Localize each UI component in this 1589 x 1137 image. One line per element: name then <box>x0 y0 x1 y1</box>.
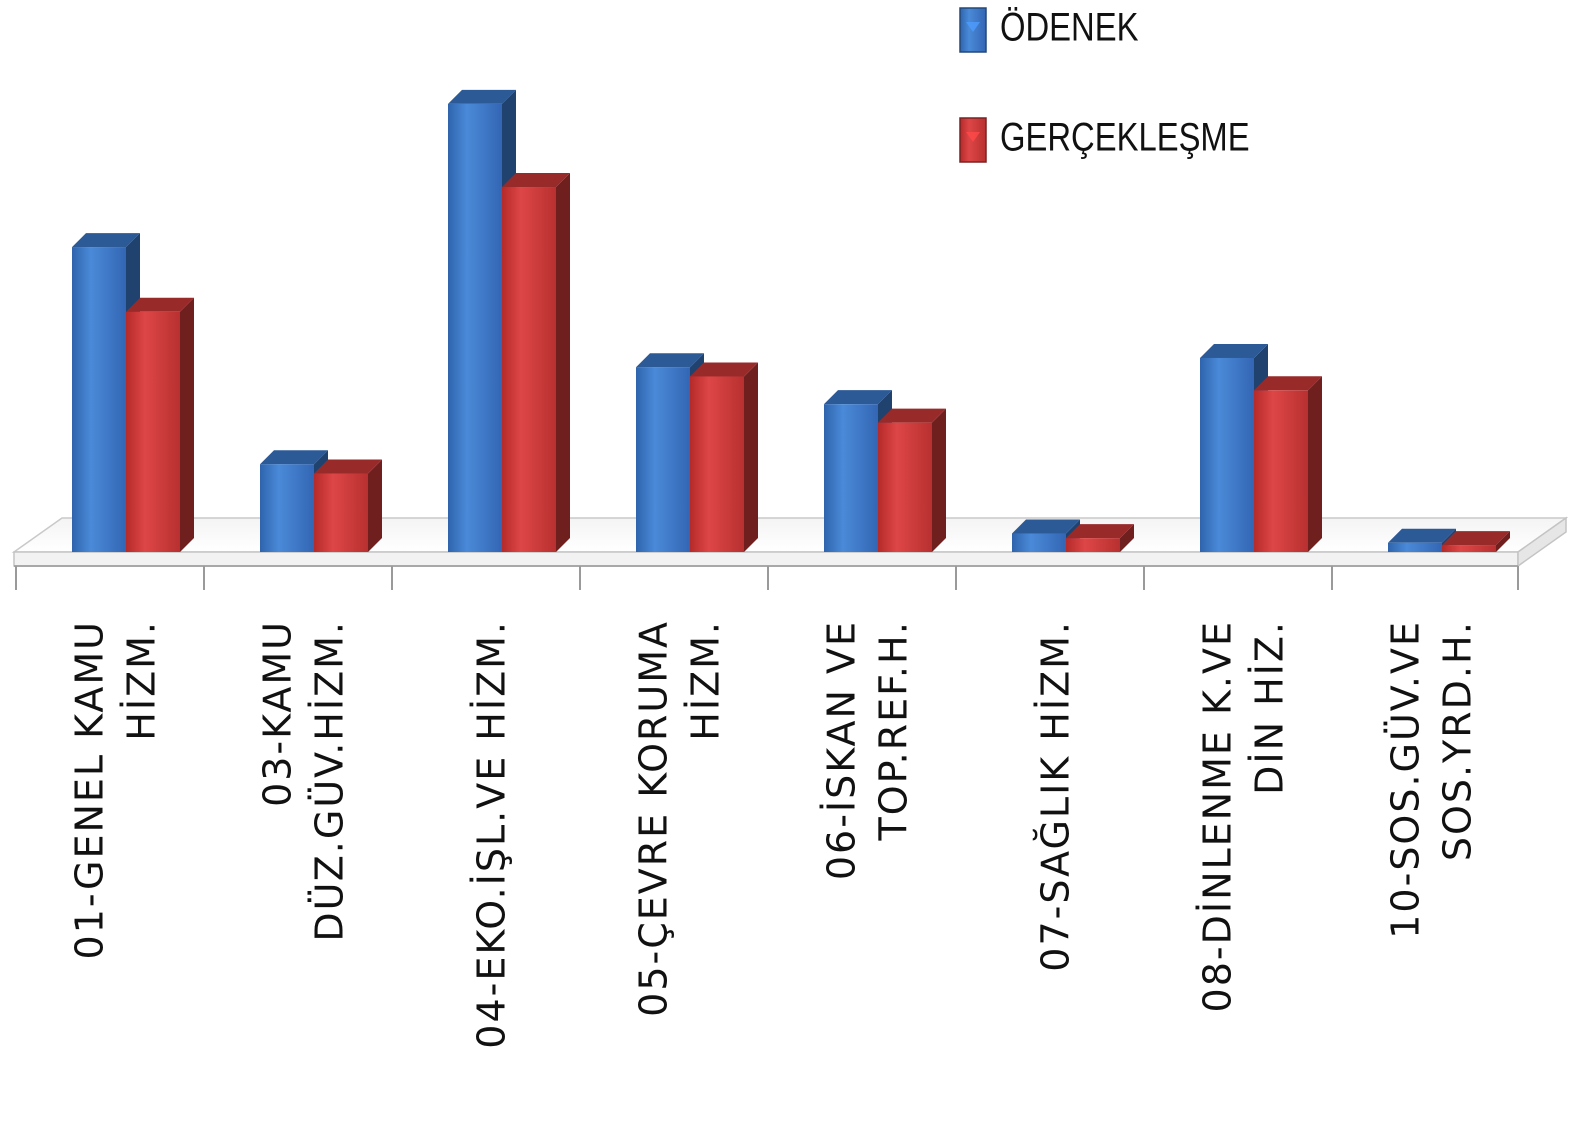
bar-gerceklesme-4 <box>690 362 758 552</box>
bar-top-face <box>72 233 140 248</box>
bar-front-face <box>636 367 690 552</box>
floor-plane <box>11 517 1569 553</box>
bar-gerceklesme-7 <box>1254 376 1322 552</box>
category-label: 10-SOS.GÜV.VE <box>1384 620 1428 939</box>
bar-top-face <box>1200 343 1268 358</box>
legend-label: GERÇEKLEŞME <box>1000 114 1250 159</box>
category-label: 03-KAMU <box>256 620 300 807</box>
bar-front-face <box>72 247 126 552</box>
category-label: DÜZ.GÜV.HİZM. <box>308 620 352 942</box>
bar-front-face <box>1254 390 1308 552</box>
category-label: 06-İSKAN VE <box>820 620 864 880</box>
bar-front-face <box>126 311 180 552</box>
bar-top-face <box>824 390 892 405</box>
x-axis <box>14 565 1519 590</box>
category-label: 01-GENEL KAMU <box>68 620 112 959</box>
category-label: HİZM. <box>684 620 728 741</box>
bar-gerceklesme-2 <box>314 459 382 552</box>
bar-front-face <box>878 422 932 552</box>
bar-odenek-6 <box>1012 519 1080 552</box>
category-label: 07-SAĞLIK HİZM. <box>1034 620 1078 972</box>
category-label: HİZM. <box>120 620 164 741</box>
bar-side-face <box>1120 524 1134 552</box>
bar-front-face <box>260 464 314 552</box>
bar-gerceklesme-1 <box>126 297 194 552</box>
bar-side-face <box>1496 531 1510 552</box>
bar-top-face <box>448 89 516 104</box>
bar-front-face <box>502 187 556 552</box>
category-label: 04-EKO.İŞL.VE HİZM. <box>470 620 514 1049</box>
bar-top-face <box>1388 528 1456 543</box>
bar-top-face <box>1066 524 1134 539</box>
bar-front-face <box>1388 542 1442 552</box>
bar-front-face <box>1012 533 1066 552</box>
bar-gerceklesme-3 <box>502 173 570 552</box>
bar-top-face <box>878 408 946 423</box>
bar-gerceklesme-6 <box>1066 524 1134 552</box>
bar-front-face <box>448 103 502 553</box>
category-label: 08-DİNLENME K.VE <box>1196 620 1240 1012</box>
bar-side-face <box>932 408 946 552</box>
bars-group <box>72 89 1510 553</box>
category-label: 05-ÇEVRE KORUMA <box>632 620 676 1017</box>
legend-swatch-marker <box>966 22 980 32</box>
category-label: TOP.REF.H. <box>872 620 916 841</box>
bar-front-face <box>690 376 744 552</box>
chart-floor <box>11 516 1569 568</box>
bar-top-face <box>1442 531 1510 546</box>
x-axis-labels: 01-GENEL KAMU HİZM. 03-KAMU DÜZ.GÜV.HİZM. 04… <box>68 620 1480 1049</box>
bar-side-face <box>744 362 758 552</box>
bar-gerceklesme-8 <box>1442 531 1510 552</box>
bar-top-face <box>502 173 570 188</box>
bar-side-face <box>1308 376 1322 552</box>
category-label: DİN HİZ. <box>1248 620 1292 795</box>
bar-side-face <box>180 297 194 552</box>
bar-gerceklesme-5 <box>878 408 946 552</box>
bar-top-face <box>690 362 758 377</box>
bar-front-face <box>824 404 878 552</box>
legend-swatch-marker <box>966 132 980 142</box>
bar-top-face <box>260 450 328 465</box>
floor-front-edge <box>13 551 1519 567</box>
bar-front-face <box>314 473 368 552</box>
bar-top-face <box>314 459 382 474</box>
bar-top-face <box>636 353 704 368</box>
legend-item-gerceklesme: GERÇEKLEŞME <box>959 114 1250 163</box>
floor-side-edge <box>1517 516 1567 568</box>
bar-top-face <box>1012 519 1080 534</box>
bar-top-face <box>126 297 194 312</box>
bar-front-face <box>1200 357 1254 552</box>
legend-label: ÖDENEK <box>1000 4 1138 49</box>
bar-top-face <box>1254 376 1322 391</box>
legend-item-odenek: ÖDENEK <box>959 4 1138 53</box>
bar-side-face <box>556 173 570 552</box>
bar-side-face <box>368 459 382 552</box>
legend: ÖDENEK GERÇEKLEŞME <box>959 4 1250 163</box>
bar-front-face <box>1442 545 1496 552</box>
category-label: SOS.YRD.H. <box>1436 620 1480 861</box>
bar-front-face <box>1066 538 1120 552</box>
